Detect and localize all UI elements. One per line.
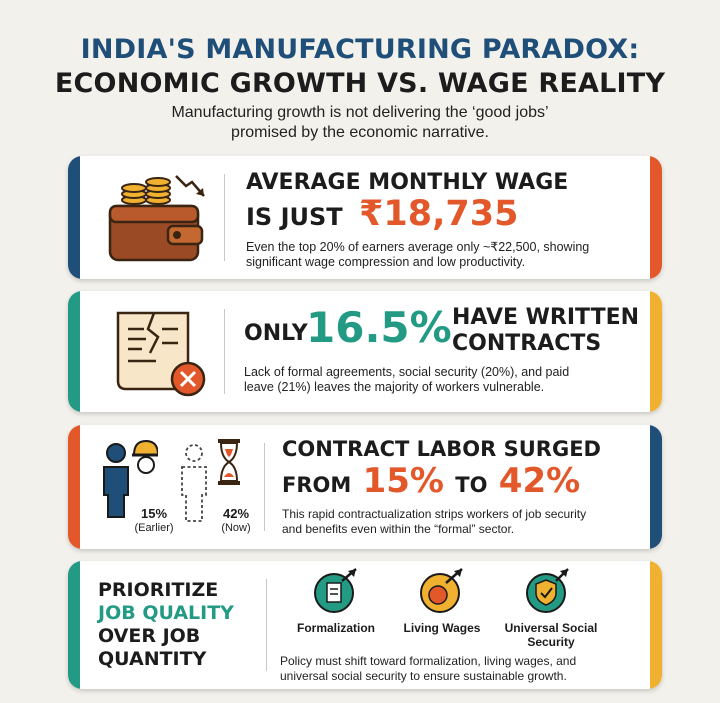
labor-body-line-2: and benefits even within the “formal” se… — [282, 522, 515, 536]
contract-labor-card: 15% (Earlier) 42% (Now) CONTRACT LABOR S… — [68, 425, 662, 549]
labor-to-word: TO — [455, 473, 488, 497]
labor-from-value: 15% — [362, 461, 444, 501]
formalization-label: Formalization — [296, 621, 375, 635]
wallet-coins-icon — [104, 170, 224, 266]
wage-heading-line-1: AVERAGE MONTHLY WAGE — [246, 170, 569, 195]
subtitle: Manufacturing growth is not delivering t… — [0, 103, 720, 143]
policy-heading: PRIORITIZE JOB QUALITY OVER JOB QUANTITY — [98, 579, 234, 671]
contracts-prefix: ONLY — [244, 321, 308, 346]
card-divider — [264, 443, 265, 531]
policy-body-line-2: universal social security to ensure sust… — [280, 669, 567, 683]
contracts-heading-line-2: CONTRACTS — [452, 331, 602, 356]
card-right-accent — [650, 291, 662, 412]
social-security-label-line-1: Universal Social — [504, 621, 598, 635]
contracts-body-line-1: Lack of formal agreements, social securi… — [244, 365, 570, 379]
labor-heading-line-2: FROM 15% TO 42% — [282, 461, 580, 505]
card-right-accent — [650, 425, 662, 549]
policy-heading-line-4: QUANTITY — [98, 648, 207, 670]
wage-body: Even the top 20% of earners average only… — [246, 240, 646, 270]
contracts-body-line-2: leave (21%) leaves the majority of worke… — [244, 380, 545, 394]
social-security-label-line-2: Security — [527, 635, 575, 649]
wage-heading-prefix: IS JUST — [246, 203, 343, 231]
card-left-accent — [68, 291, 80, 412]
coin-arrow-icon — [418, 567, 466, 615]
card-right-accent — [650, 561, 662, 689]
contracts-heading-line-1: HAVE WRITTEN — [452, 305, 640, 330]
wage-body-line-2: significant wage compression and low pro… — [246, 255, 526, 269]
labor-from-word: FROM — [282, 473, 352, 497]
wage-heading-line-2: IS JUST ₹18,735 — [246, 194, 518, 237]
labor-to-value: 42% — [498, 461, 581, 501]
title-line-1: INDIA'S MANUFACTURING PARADOX: — [80, 34, 640, 65]
policy-body-line-1: Policy must shift toward formalization, … — [280, 654, 577, 668]
now-value: 42% — [222, 506, 250, 521]
social-security-label: Universal Social Security — [492, 621, 610, 649]
title-line-2: ECONOMIC GROWTH VS. WAGE REALITY — [54, 68, 666, 99]
contracts-body: Lack of formal agreements, social securi… — [244, 365, 644, 395]
torn-contract-icon — [108, 303, 218, 401]
subtitle-line-2: promised by the economic narrative. — [231, 124, 489, 141]
card-left-accent — [68, 156, 80, 279]
wage-body-line-1: Even the top 20% of earners average only… — [246, 240, 590, 254]
labor-heading-line-1: CONTRACT LABOR SURGED — [282, 437, 601, 461]
card-divider — [224, 174, 225, 261]
policy-heading-line-3: OVER JOB — [98, 625, 201, 647]
card-divider — [266, 579, 267, 671]
dotted-worker-icon — [174, 441, 214, 525]
subtitle-line-1: Manufacturing growth is not delivering t… — [171, 104, 549, 121]
worker-helmet-icon — [98, 435, 160, 519]
contracts-card: ONLY 16.5% HAVE WRITTEN CONTRACTS Lack o… — [68, 291, 662, 412]
contracts-heading: HAVE WRITTEN CONTRACTS — [452, 305, 639, 357]
policy-card: PRIORITIZE JOB QUALITY OVER JOB QUANTITY… — [68, 561, 662, 689]
policy-heading-line-1: PRIORITIZE — [98, 579, 219, 601]
earlier-value: 15% — [140, 506, 168, 521]
contracts-value: 16.5% — [306, 303, 452, 352]
card-divider — [224, 309, 225, 394]
wage-value: ₹18,735 — [359, 194, 519, 234]
policy-body: Policy must shift toward formalization, … — [280, 654, 650, 684]
policy-heading-line-2: JOB QUALITY — [98, 602, 234, 624]
labor-body: This rapid contractualization strips wor… — [282, 507, 652, 537]
document-arrow-icon — [312, 567, 360, 615]
now-label: (Now) — [221, 522, 251, 534]
living-wages-label: Living Wages — [403, 621, 481, 635]
card-left-accent — [68, 425, 80, 549]
card-left-accent — [68, 561, 80, 689]
labor-body-line-1: This rapid contractualization strips wor… — [282, 507, 587, 521]
earlier-label: (Earlier) — [134, 522, 174, 534]
hourglass-icon — [216, 437, 242, 487]
wage-card: AVERAGE MONTHLY WAGE IS JUST ₹18,735 Eve… — [68, 156, 662, 279]
card-right-accent — [650, 156, 662, 279]
shield-check-icon — [524, 567, 572, 615]
